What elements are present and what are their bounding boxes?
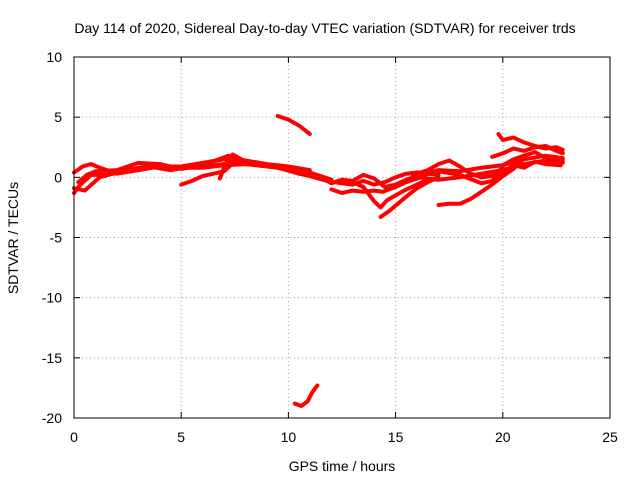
- y-tick-label: 0: [54, 169, 62, 185]
- series-line-arc-12: [350, 177, 430, 210]
- series-line-arc-15: [410, 158, 505, 180]
- x-tick-label: 0: [70, 429, 78, 445]
- tick-labels: 0 5 10 15 20 25 -20 -15 -10 -5 0 5 10: [42, 49, 618, 445]
- chart-title: Day 114 of 2020, Sidereal Day-to-day VTE…: [74, 20, 575, 36]
- y-tick-label: -10: [42, 290, 62, 306]
- x-axis-label: GPS time / hours: [289, 458, 396, 474]
- series-line-arc-19: [490, 144, 565, 159]
- y-tick-label: 5: [54, 109, 62, 125]
- series-line-arc-18: [496, 132, 565, 152]
- series-line-arc-06: [217, 152, 252, 181]
- x-tick-label: 25: [602, 429, 618, 445]
- series-line-arc-07: [275, 114, 312, 136]
- x-tick-label: 10: [281, 429, 297, 445]
- y-axis-label: SDTVAR / TECUs: [5, 182, 21, 294]
- series-line-arc-08: [292, 383, 320, 408]
- x-tick-label: 5: [177, 429, 185, 445]
- x-tick-label: 20: [495, 429, 511, 445]
- series-line-arc-20: [500, 150, 565, 168]
- x-tick-label: 15: [388, 429, 404, 445]
- series-line-arc-16: [415, 159, 563, 186]
- series-line-arc-05: [179, 158, 239, 187]
- grid-lines: [74, 57, 610, 418]
- series-line-arc-13: [378, 175, 441, 219]
- y-tick-label: -20: [42, 410, 62, 426]
- data-series: [72, 114, 565, 408]
- series-line-arc-17: [436, 156, 527, 207]
- y-tick-label: -15: [42, 350, 62, 366]
- y-tick-label: 10: [46, 49, 62, 65]
- y-tick-label: -5: [50, 230, 63, 246]
- plot-frame: [73, 56, 611, 419]
